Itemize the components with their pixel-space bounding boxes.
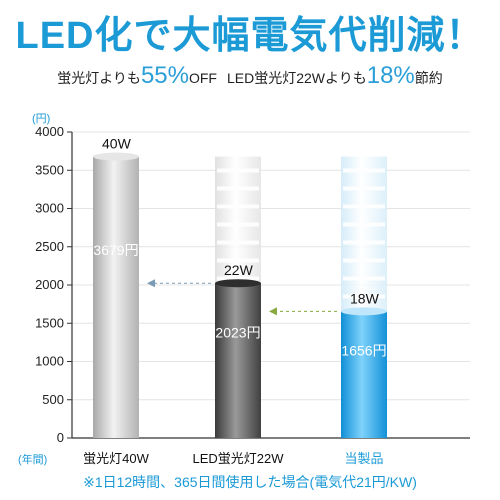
value-label: 1656円 bbox=[341, 343, 386, 359]
bar-2 bbox=[215, 283, 261, 438]
y-tick-label: 500 bbox=[42, 392, 64, 407]
ghost-bar bbox=[341, 156, 387, 312]
y-ticks: 0 500 1000 1500 2000 2500 3000 3500 4000 bbox=[35, 124, 72, 445]
ghost-bars bbox=[215, 156, 387, 312]
comparison-2-pct: 18% bbox=[366, 62, 415, 89]
value-label: 3679円 bbox=[93, 242, 138, 258]
comparison-1-prefix: 蛍光灯よりも bbox=[57, 70, 141, 86]
bar-3 bbox=[341, 311, 387, 438]
headline: LED化で大幅電気代削減！ bbox=[15, 15, 485, 57]
bar-1 bbox=[93, 156, 139, 438]
comparison-2-prefix: LED蛍光灯22Wよりも bbox=[226, 70, 367, 86]
wattage-label: 18W bbox=[350, 290, 380, 306]
comparison-1-suffix: OFF bbox=[188, 70, 217, 86]
bar-cap bbox=[341, 307, 387, 316]
y-tick-label: 1000 bbox=[35, 354, 64, 369]
wattage-label: 22W bbox=[224, 262, 254, 278]
comparison-arrows bbox=[147, 279, 337, 316]
x-tick-label: 当製品 bbox=[344, 451, 383, 466]
x-axis-label: (年間) bbox=[18, 452, 47, 466]
wattage-label: 40W bbox=[102, 136, 132, 152]
y-tick-label: 1500 bbox=[35, 315, 64, 330]
y-tick-label: 3000 bbox=[35, 201, 64, 216]
footnote: ※1日12時間、365日間使用した場合(電気代21円/KW) bbox=[83, 474, 417, 490]
y-tick-label: 2000 bbox=[35, 277, 64, 292]
x-tick-label: LED蛍光灯22W bbox=[192, 451, 284, 466]
bars bbox=[93, 152, 387, 438]
bar-cap bbox=[93, 152, 139, 161]
bar-cap bbox=[215, 279, 261, 288]
y-tick-label: 3500 bbox=[35, 162, 64, 177]
value-label: 2023円 bbox=[215, 324, 260, 340]
comparison-1-pct: 55% bbox=[140, 62, 189, 89]
x-tick-label: 蛍光灯40W bbox=[83, 451, 149, 466]
comparison-2-suffix: 節約 bbox=[414, 70, 443, 86]
y-tick-label: 2500 bbox=[35, 239, 64, 254]
y-axis-label: (円) bbox=[32, 113, 50, 125]
comparison-line: 蛍光灯よりも55%OFF LED蛍光灯22Wよりも18%節約 bbox=[0, 62, 500, 90]
y-tick-label: 0 bbox=[57, 430, 64, 445]
y-tick-label: 4000 bbox=[35, 124, 64, 139]
